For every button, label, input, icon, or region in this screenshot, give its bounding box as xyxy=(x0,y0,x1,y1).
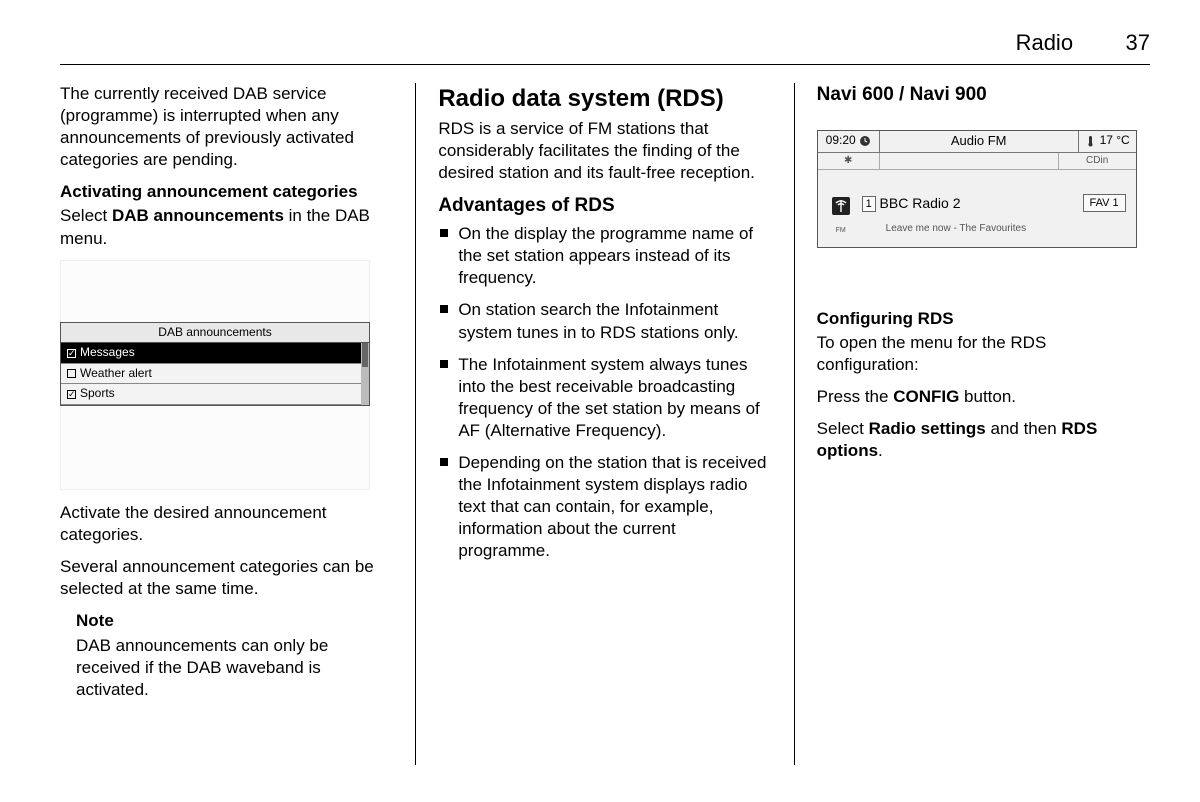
clock-icon xyxy=(859,135,871,147)
fav-button: FAV 1 xyxy=(1083,194,1126,212)
multi-select-paragraph: Several announcement categories can be s… xyxy=(60,556,393,600)
page-header: Radio 37 xyxy=(60,30,1150,65)
intro-paragraph: The currently received DAB service (prog… xyxy=(60,83,393,171)
cfg-paragraph-2: Press the CONFIG button. xyxy=(817,386,1150,408)
navi-title: Audio FM xyxy=(880,131,1078,152)
dab-row-label: Sports xyxy=(80,386,115,402)
checkbox-icon xyxy=(67,369,76,378)
dab-row: Messages xyxy=(61,343,369,364)
navi-screenshot: 09:20 Audio FM 17 °C ✱ CDin xyxy=(817,130,1137,248)
rds-intro: RDS is a service of FM stations that con… xyxy=(438,118,771,184)
advantage-item: On station search the Infotainment syste… xyxy=(438,299,771,343)
radio-tower-icon xyxy=(829,194,853,218)
dab-screenshot: DAB announcements Messages Weather alert S… xyxy=(60,260,370,490)
thermometer-icon xyxy=(1085,135,1097,147)
navi-temp: 17 °C xyxy=(1078,131,1136,152)
station-name: BBC Radio 2 xyxy=(880,195,961,211)
scrollbar xyxy=(361,343,369,405)
advantage-item: On the display the programme name of the… xyxy=(438,223,771,289)
dab-list-title: DAB announcements xyxy=(61,323,369,344)
dab-row: Weather alert xyxy=(61,364,369,385)
dab-rows: Messages Weather alert Sports xyxy=(61,343,369,405)
activate-paragraph: Activate the desired announcement catego… xyxy=(60,502,393,546)
navi-time: 09:20 xyxy=(818,131,880,152)
page-number: 37 xyxy=(1126,30,1150,56)
columns: The currently received DAB service (prog… xyxy=(60,83,1150,765)
fm-source-icon: FM xyxy=(828,194,854,235)
now-playing: Leave me now - The Favourites xyxy=(862,222,1075,235)
note-heading: Note xyxy=(76,610,393,632)
rds-heading: Radio data system (RDS) xyxy=(438,83,771,114)
manual-page: Radio 37 The currently received DAB serv… xyxy=(0,0,1200,802)
bluetooth-icon: ✱ xyxy=(818,153,880,169)
cd-label: CDin xyxy=(1058,153,1136,169)
configuring-rds-heading: Configuring RDS xyxy=(817,308,1150,330)
note-block: Note DAB announcements can only be recei… xyxy=(60,610,393,700)
activating-heading: Activating announcement categories xyxy=(60,181,393,203)
column-3: Navi 600 / Navi 900 09:20 Audio FM 17 °C… xyxy=(795,83,1150,765)
preset-number: 1 xyxy=(862,196,876,212)
column-1: The currently received DAB service (prog… xyxy=(60,83,416,765)
cfg-paragraph-3: Select Radio settings and then RDS optio… xyxy=(817,418,1150,462)
dab-list: DAB announcements Messages Weather alert S… xyxy=(60,322,370,406)
select-dab-paragraph: Select DAB announcements in the DAB menu… xyxy=(60,205,393,249)
note-text: DAB announcements can only be received i… xyxy=(76,635,393,701)
advantage-item: Depending on the station that is receive… xyxy=(438,452,771,562)
advantage-item: The Infotainment system always tunes int… xyxy=(438,354,771,442)
station-line: 1 BBC Radio 2 xyxy=(862,194,1075,212)
dab-row: Sports xyxy=(61,384,369,405)
cfg-paragraph-1: To open the menu for the RDS configurati… xyxy=(817,332,1150,376)
advantages-heading: Advantages of RDS xyxy=(438,194,771,219)
header-title: Radio xyxy=(1016,30,1073,56)
dab-row-label: Messages xyxy=(80,345,135,361)
column-2: Radio data system (RDS) RDS is a service… xyxy=(416,83,794,765)
checkbox-icon xyxy=(67,349,76,358)
navi-heading: Navi 600 / Navi 900 xyxy=(817,83,1150,108)
checkbox-icon xyxy=(67,390,76,399)
advantages-list: On the display the programme name of the… xyxy=(438,223,771,562)
dab-row-label: Weather alert xyxy=(80,366,152,382)
